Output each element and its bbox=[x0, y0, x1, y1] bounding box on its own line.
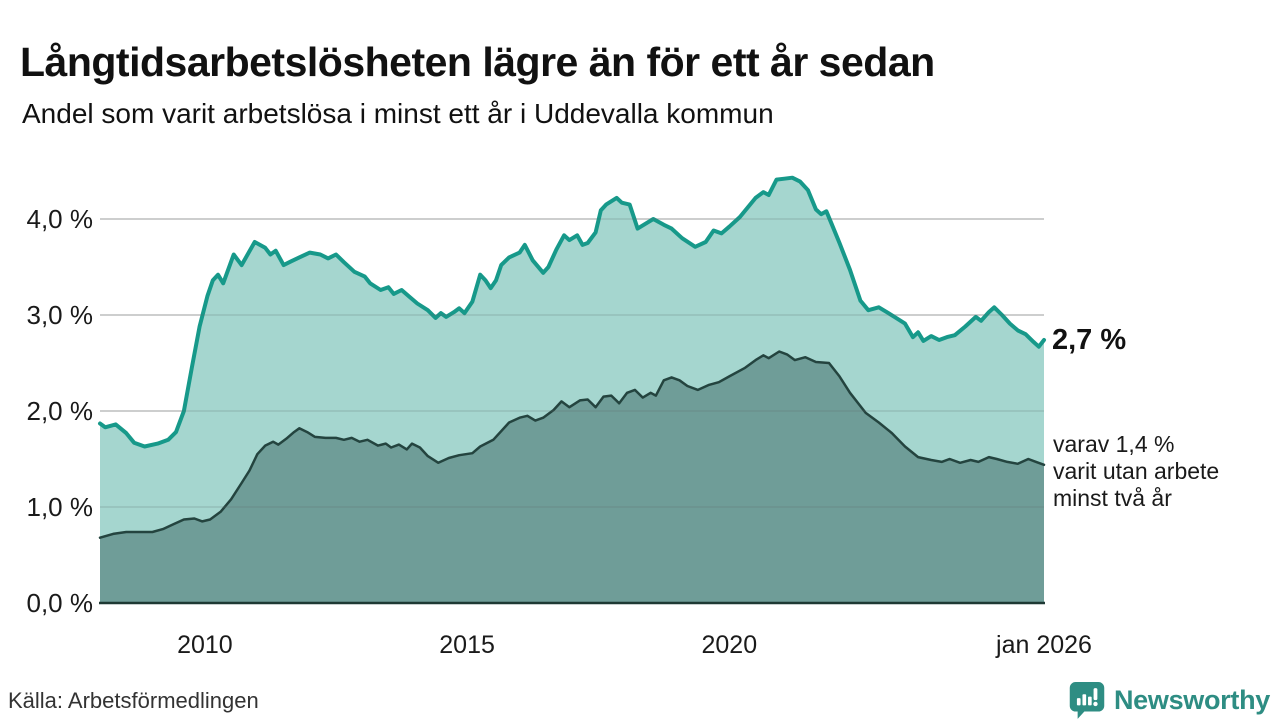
y-axis-tick-label: 0,0 % bbox=[26, 588, 94, 618]
series-area-tva-ar bbox=[100, 351, 1044, 603]
newsworthy-pin-icon bbox=[1069, 682, 1105, 719]
series-line-tva-ar bbox=[98, 350, 1046, 539]
chart-subtitle: Andel som varit arbetslösa i minst ett å… bbox=[22, 98, 774, 129]
secondary-annotation-line-2: varit utan arbete bbox=[1053, 458, 1220, 484]
y-axis-tick-label: 1,0 % bbox=[26, 492, 94, 522]
brand-logo: Newsworthy bbox=[1068, 680, 1270, 720]
series-line-ett-ar bbox=[98, 175, 1046, 449]
brand-name: Newsworthy bbox=[1113, 684, 1270, 715]
secondary-annotation-line-3: minst två år bbox=[1053, 485, 1172, 511]
latest-value-label: 2,7 % bbox=[1052, 324, 1127, 356]
x-axis-tick-label: 2020 bbox=[701, 631, 758, 659]
page-title: Långtidsarbetslösheten lägre än för ett … bbox=[20, 39, 935, 86]
y-axis-tick-label: 4,0 % bbox=[26, 204, 94, 234]
source-credit: Källa: Arbetsförmedlingen bbox=[8, 688, 259, 713]
secondary-annotation-line-1: varav 1,4 % bbox=[1053, 431, 1175, 457]
y-axis-tick-label: 2,0 % bbox=[26, 396, 94, 426]
secondary-series-annotation: varav 1,4 % varit utan arbete minst två … bbox=[1053, 431, 1219, 512]
x-axis-tick-label: 2015 bbox=[439, 631, 495, 659]
x-axis-tick-label: jan 2026 bbox=[996, 631, 1092, 659]
x-axis-tick-label: 2010 bbox=[177, 631, 233, 659]
y-axis-tick-label: 3,0 % bbox=[26, 300, 94, 330]
